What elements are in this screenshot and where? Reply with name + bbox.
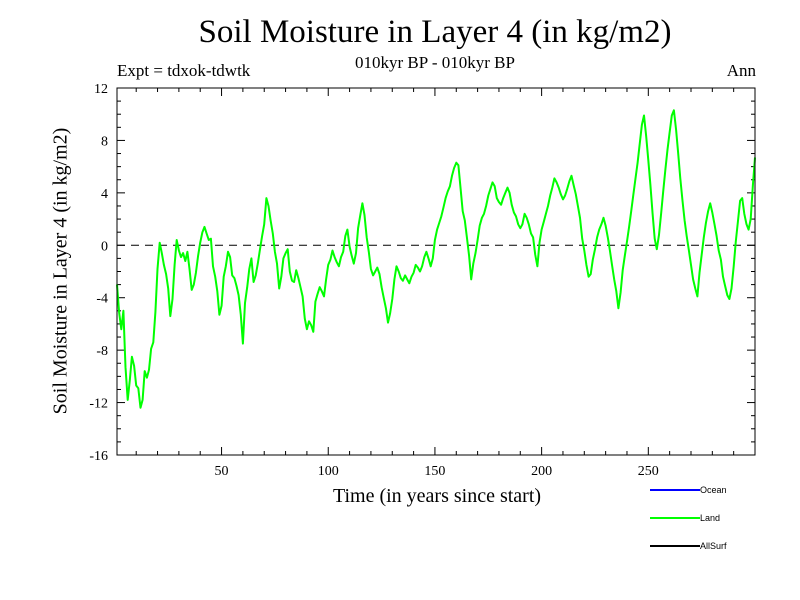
- period-label: Ann: [726, 61, 756, 80]
- y-tick-label: -4: [96, 292, 108, 307]
- series-layer: [116, 109, 756, 409]
- y-tick-label: 4: [101, 187, 108, 202]
- y-tick-label: -12: [89, 397, 108, 412]
- y-tick-label: -16: [89, 449, 108, 464]
- y-tick-label: 12: [94, 82, 108, 97]
- x-tick-label: 50: [215, 464, 229, 479]
- axis-ticks: 12 8 4 0 -4 -8 -12 -16 50 100 150 200 250: [89, 82, 756, 479]
- series-line-land: [116, 109, 756, 409]
- x-tick-label: 250: [638, 464, 659, 479]
- x-tick-label: 200: [531, 464, 552, 479]
- x-axis-label: Time (in years since start): [332, 485, 542, 507]
- legend-label-ocean: Ocean: [700, 485, 727, 495]
- x-tick-label: 150: [424, 464, 445, 479]
- legend: Ocean Land AllSurf: [650, 485, 727, 551]
- legend-label-land: Land: [700, 513, 720, 523]
- plot-frame: [116, 87, 756, 456]
- chart-subtitle: 010kyr BP - 010kyr BP: [355, 53, 515, 72]
- y-tick-label: 0: [101, 239, 108, 254]
- experiment-label: Expt = tdxok-tdwtk: [117, 61, 251, 80]
- y-tick-label: -8: [96, 344, 108, 359]
- chart-title: Soil Moisture in Layer 4 (in kg/m2): [198, 14, 672, 50]
- x-tick-label: 100: [318, 464, 339, 479]
- legend-label-allsurf: AllSurf: [700, 541, 727, 551]
- y-tick-label: 8: [101, 134, 108, 149]
